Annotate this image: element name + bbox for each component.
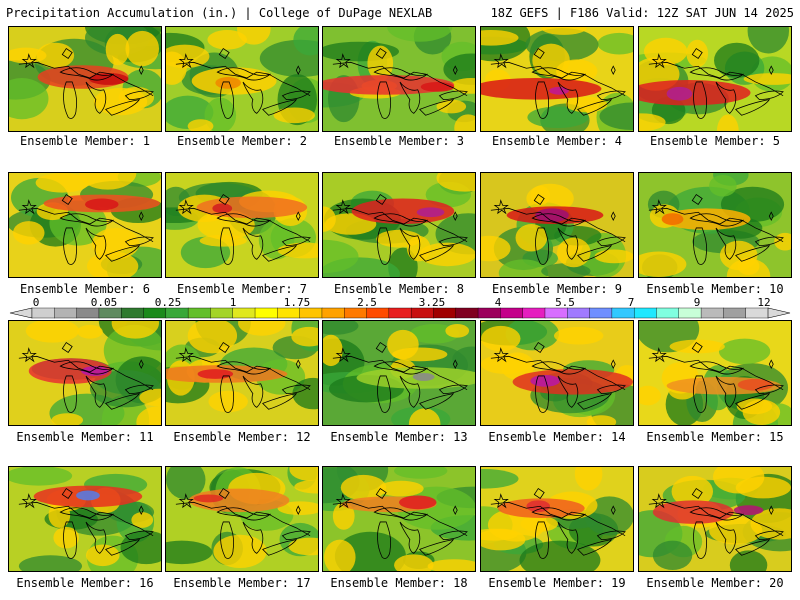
ensemble-member-label: Ensemble Member: 17 [173,576,311,590]
ensemble-member-map [480,466,634,572]
ensemble-member-label: Ensemble Member: 6 [19,282,151,296]
ensemble-member-map [322,466,476,572]
precip-field [323,173,475,277]
colorbar-tick-label: 0 [32,296,40,309]
ensemble-member-map [322,26,476,132]
ensemble-member-map [165,320,319,426]
colorbar-tick-label: 3.25 [418,296,446,309]
ensemble-member-label: Ensemble Member: 15 [646,430,784,444]
precip-field [166,173,318,277]
colorbar-tick-label: 9 [693,296,701,309]
ensemble-member-label: Ensemble Member: 16 [16,576,154,590]
precip-field [639,27,791,131]
ensemble-member-label: Ensemble Member: 8 [333,282,465,296]
ensemble-member-map [322,320,476,426]
precip-field [481,321,633,425]
map-title: Precipitation Accumulation (in.) | Colle… [6,6,433,20]
colorbar-tick-label: 7 [627,296,635,309]
precip-field [9,321,161,425]
precip-field [323,27,475,131]
ensemble-member-label: Ensemble Member: 2 [176,134,308,148]
ensemble-member-map [480,320,634,426]
ensemble-member-label: Ensemble Member: 3 [333,134,465,148]
ensemble-member-label: Ensemble Member: 9 [491,282,623,296]
precip-field [639,173,791,277]
colorbar-tick-label: 5.5 [555,296,575,309]
ensemble-member-map [638,172,792,278]
ensemble-member-label: Ensemble Member: 13 [330,430,468,444]
precip-field [9,173,161,277]
colorbar-tick-label: 1.75 [283,296,311,309]
colorbar-tick-label: 4 [494,296,502,309]
ensemble-member-label: Ensemble Member: 10 [646,282,784,296]
ensemble-member-label: Ensemble Member: 20 [646,576,784,590]
precip-field [481,467,633,571]
precip-field [323,467,475,571]
ensemble-member-map [638,320,792,426]
precip-field [166,467,318,571]
ensemble-member-map [480,26,634,132]
ensemble-member-map [638,26,792,132]
ensemble-member-map [8,466,162,572]
precip-field [323,321,475,425]
ensemble-member-label: Ensemble Member: 7 [176,282,308,296]
ensemble-member-map [638,466,792,572]
precip-field [639,467,791,571]
ensemble-member-label: Ensemble Member: 12 [173,430,311,444]
precip-field [639,321,791,425]
ensemble-member-map [8,26,162,132]
ensemble-member-label: Ensemble Member: 18 [330,576,468,590]
ensemble-member-map [322,172,476,278]
ensemble-member-map [165,466,319,572]
precip-field [166,27,318,131]
ensemble-member-label: Ensemble Member: 1 [19,134,151,148]
precip-field [166,321,318,425]
ensemble-member-map [480,172,634,278]
precip-field [481,173,633,277]
precip-field [9,467,161,571]
ensemble-member-label: Ensemble Member: 19 [488,576,626,590]
ensemble-member-label: Ensemble Member: 11 [16,430,154,444]
precip-field [481,27,633,131]
colorbar-strip [9,307,791,319]
valid-time: 18Z GEFS | F186 Valid: 12Z SAT JUN 14 20… [490,6,794,20]
colorbar-tick-label: 0.05 [90,296,118,309]
colorbar-tick-label: 12 [757,296,771,309]
colorbar-tick-label: 2.5 [357,296,377,309]
ensemble-member-label: Ensemble Member: 14 [488,430,626,444]
ensemble-member-map [8,320,162,426]
ensemble-member-map [165,172,319,278]
colorbar-tick-label: 1 [229,296,237,309]
colorbar-tick-label: 0.25 [154,296,182,309]
ensemble-member-label: Ensemble Member: 4 [491,134,623,148]
precip-field [9,27,161,131]
ensemble-member-map [165,26,319,132]
ensemble-member-label: Ensemble Member: 5 [649,134,781,148]
ensemble-member-map [8,172,162,278]
